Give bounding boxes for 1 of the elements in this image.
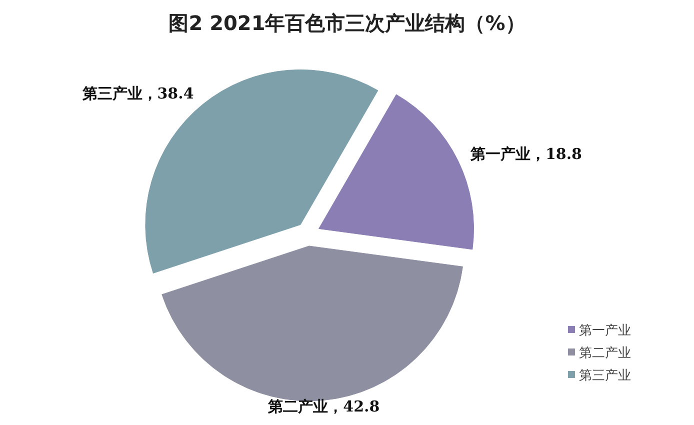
title: 图2 2021年百色市三次产业结构（%）: [168, 11, 526, 35]
